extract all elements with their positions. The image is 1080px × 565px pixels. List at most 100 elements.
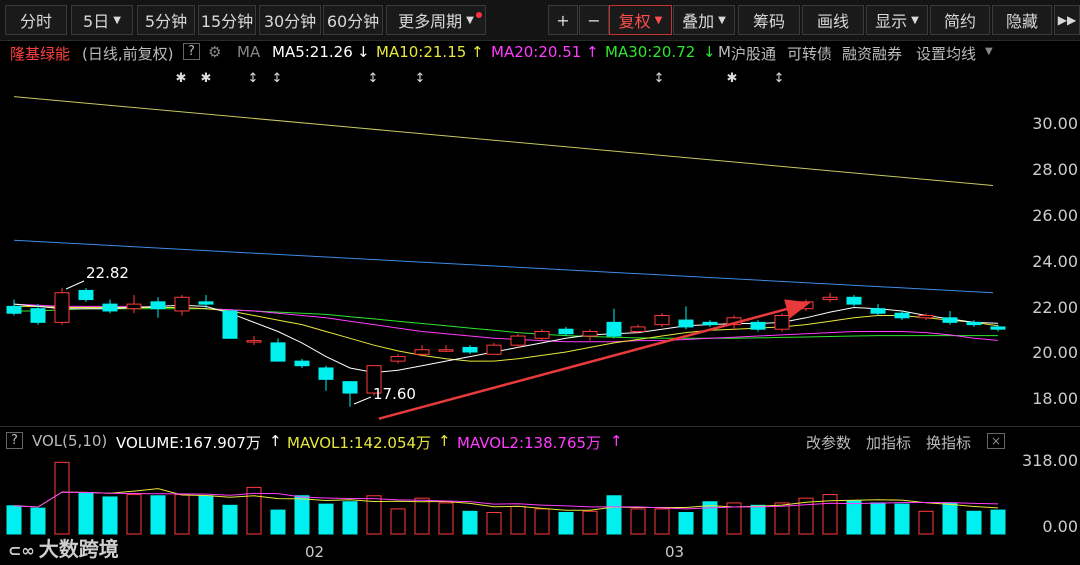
help-button[interactable]: ?	[183, 43, 200, 60]
expand-right-button[interactable]: ▶▶	[1054, 5, 1080, 35]
candle-body	[918, 315, 934, 319]
watermark-logo-icon: ⊂∞	[8, 541, 35, 560]
volume-bar	[126, 494, 142, 535]
event-marker-icon: ↕	[774, 71, 785, 86]
candle-body	[30, 308, 46, 323]
tab-5day[interactable]: 5日 ▼	[71, 5, 133, 35]
period-toolbar: 分时 5日 ▼ 5分钟 15分钟 30分钟 60分钟 更多周期 ▼ + − 复权 ▼ …	[0, 0, 1080, 41]
tab-5min-label: 5分钟	[144, 12, 188, 31]
trend-arrow	[378, 299, 811, 420]
candle-body	[390, 356, 406, 362]
price-tick: 30.00	[1032, 114, 1078, 133]
volume-bar	[966, 510, 982, 535]
candle-body	[294, 360, 310, 367]
volume-help-button[interactable]: ?	[6, 432, 23, 449]
candle-body	[774, 315, 790, 330]
add-indicator-link[interactable]: 加指标	[866, 434, 912, 452]
dropdown-icon: ▼	[718, 14, 726, 26]
candle-body	[654, 315, 670, 326]
volume-bar	[6, 505, 22, 535]
tab-5min[interactable]: 5分钟	[137, 5, 195, 35]
price-tick: 28.00	[1032, 160, 1078, 179]
volume-bar	[582, 510, 598, 535]
candle-body	[78, 289, 94, 301]
volume-bar	[678, 511, 694, 535]
volume-legend-row: ? VOL(5,10) VOLUME:167.907万 ↑ MAVOL1:142…	[0, 430, 1080, 454]
fuquan-label: 复权	[618, 12, 651, 31]
tab-15min-label: 15分钟	[200, 12, 254, 31]
mavol2-line	[13, 491, 999, 510]
gear-icon[interactable]: ⚙	[208, 43, 222, 61]
vol-indicator-label: VOL(5,10)	[32, 432, 108, 450]
ma5-down-arrow-icon: ↓	[357, 43, 370, 61]
ma-truncated-label: M	[718, 43, 731, 61]
mavol2-up-arrow-icon: ↑	[610, 432, 623, 450]
chouma-button[interactable]: 筹码	[738, 5, 800, 35]
long-ma-line-yellow	[13, 96, 994, 187]
zoom-in-button[interactable]: +	[548, 5, 578, 35]
mavol1-line	[13, 488, 999, 511]
watermark: ⊂∞ 大数跨境	[8, 533, 119, 562]
volume-bar	[510, 506, 526, 535]
high-annotation-pointer	[65, 280, 85, 290]
rongzi-link[interactable]: 融资融券	[842, 45, 903, 63]
volume-bar	[30, 507, 46, 535]
panel-divider	[0, 426, 1080, 427]
volume-value: VOLUME:167.907万	[116, 434, 261, 452]
volume-bar	[486, 511, 502, 535]
date-label-mar: 03	[665, 543, 685, 561]
switch-indicator-link[interactable]: 换指标	[926, 434, 972, 452]
candle-body	[846, 296, 862, 305]
volume-bar	[558, 511, 574, 535]
huaxian-label: 画线	[816, 12, 849, 31]
volume-bar	[246, 486, 262, 535]
change-params-link[interactable]: 改参数	[806, 434, 852, 452]
xianshi-button[interactable]: 显示 ▼	[866, 5, 928, 35]
volume-up-arrow-icon: ↑	[269, 432, 282, 450]
candle-body	[462, 346, 478, 353]
close-panel-icon[interactable]: ×	[987, 433, 1006, 449]
volume-bar	[462, 510, 478, 535]
candle-body	[558, 328, 574, 335]
zoom-out-button[interactable]: −	[579, 5, 609, 35]
tab-60min[interactable]: 60分钟	[323, 5, 383, 35]
price-tick: 18.00	[1032, 389, 1078, 408]
volume-bar	[654, 508, 670, 535]
volume-bar	[174, 494, 190, 535]
tab-15min[interactable]: 15分钟	[198, 5, 256, 35]
fuquan-button[interactable]: 复权 ▼	[609, 5, 672, 35]
ma-legend-row: 隆基绿能 (日线,前复权) ? ⚙ MA MA5:21.26 ↓ MA10:21…	[0, 40, 1080, 64]
volume-axis-bottom: 0.00	[1042, 517, 1078, 536]
ma5-line	[13, 303, 999, 374]
huaxian-button[interactable]: 画线	[802, 5, 864, 35]
volume-bar	[222, 504, 238, 535]
kezhuanzhai-link[interactable]: 可转债	[787, 45, 833, 63]
ma-settings-link[interactable]: 设置均线	[916, 45, 977, 63]
candle-body	[414, 349, 430, 355]
volume-bar	[438, 502, 454, 535]
candle-body	[702, 321, 718, 326]
notification-dot	[476, 12, 482, 18]
volume-bar	[150, 495, 166, 535]
volume-bar	[414, 497, 430, 535]
diejia-button[interactable]: 叠加 ▼	[673, 5, 735, 35]
hugutong-link[interactable]: 沪股通	[731, 45, 777, 63]
tab-fenshi-label: 分时	[19, 12, 52, 31]
yincang-button[interactable]: 隐藏	[992, 5, 1052, 35]
tab-30min[interactable]: 30分钟	[259, 5, 321, 35]
volume-bar	[630, 508, 646, 535]
event-marker-icon: ↕	[248, 71, 259, 86]
candle-body	[342, 381, 358, 394]
volume-bar	[534, 508, 550, 535]
candle-body	[870, 308, 886, 314]
jianyue-button[interactable]: 简约	[930, 5, 990, 35]
dropdown-icon: ▼	[911, 14, 919, 26]
more-periods-button[interactable]: 更多周期 ▼	[386, 5, 486, 35]
chart-mode: (日线,前复权)	[82, 45, 174, 63]
candle-body	[366, 365, 382, 394]
ma20-value: MA20:20.51	[491, 43, 582, 61]
candle-body	[894, 312, 910, 319]
volume-bar	[390, 508, 406, 535]
tab-fenshi[interactable]: 分时	[5, 5, 67, 35]
